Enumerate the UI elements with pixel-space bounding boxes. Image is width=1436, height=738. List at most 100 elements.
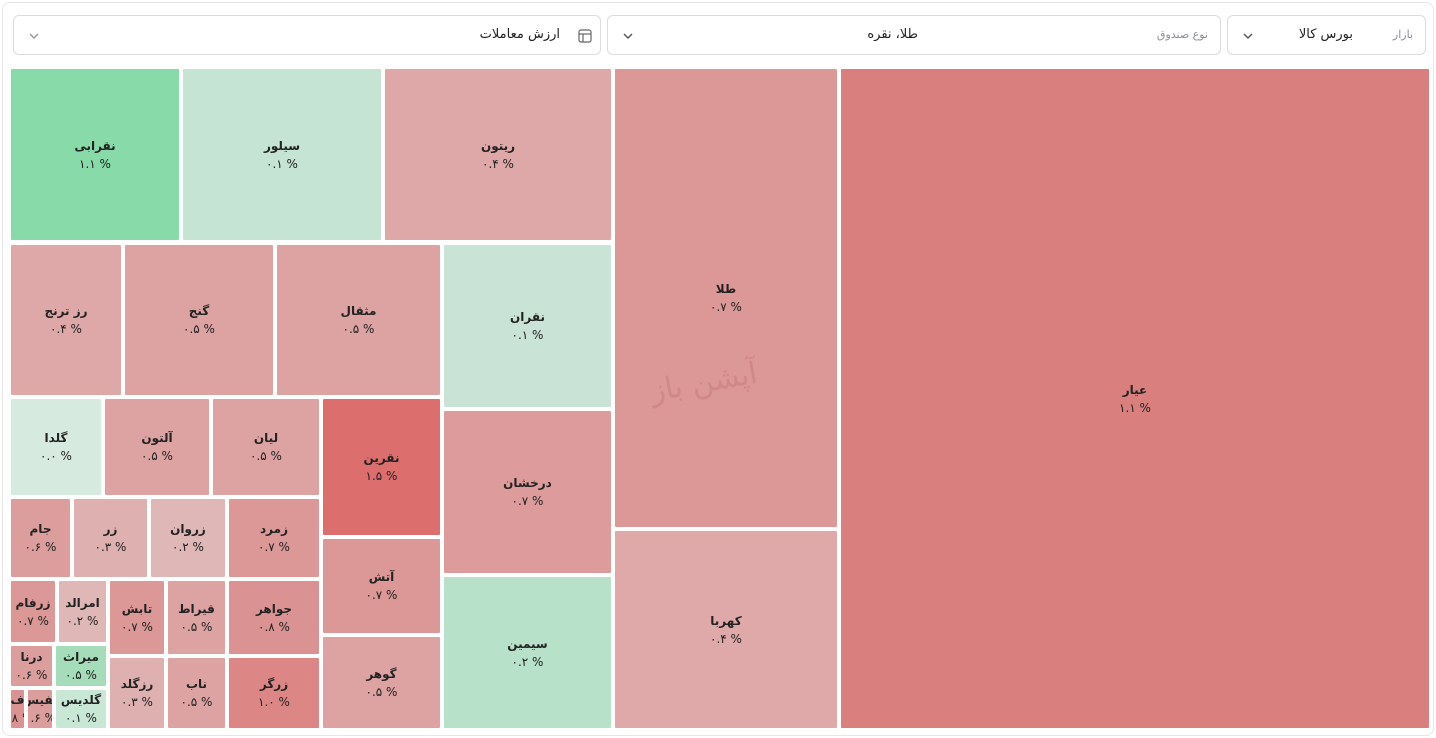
tile-name: ناب (185, 677, 208, 691)
tile[interactable]: ریتون ۰.۴ % (384, 68, 612, 241)
tile[interactable]: درخشان ۰.۷ % (443, 410, 612, 574)
tile-change: ۰.۵ % (141, 449, 173, 463)
tile-change: ۰.۵ % (65, 668, 97, 682)
tile-name: نقرین (363, 451, 400, 465)
tile[interactable]: امرالد ۰.۲ % (58, 580, 107, 643)
tile-change: ۰.۴ % (50, 322, 82, 336)
tile-change: ۱.۱ % (1119, 400, 1151, 415)
tile[interactable]: جام ۰.۶ % (10, 498, 71, 578)
tile-name: درنا (20, 650, 43, 664)
layout-icon (578, 29, 592, 43)
tile-change: ۰.۰ % (40, 449, 72, 463)
tile-name: امرالد (65, 595, 100, 610)
tile-change: ۰.۷ % (17, 613, 49, 628)
tile[interactable]: لیان ۰.۵ % (212, 398, 320, 496)
select-label: بازار (1392, 28, 1413, 41)
tile-change: ۱.۰ % (258, 695, 290, 709)
tile[interactable]: درنا ۰.۶ % (10, 645, 53, 687)
tile[interactable]: نفیس ۰.۶ % (27, 689, 53, 729)
tile[interactable]: جواهر ۰.۸ % (228, 580, 320, 655)
tile[interactable]: رز ترنج ۰.۴ % (10, 244, 122, 396)
tile[interactable]: نقرین ۱.۵ % (322, 398, 441, 536)
metric-select[interactable]: ارزش معاملات (13, 15, 601, 55)
chevron (1243, 33, 1253, 39)
tile-change: ۰.۶ % (15, 668, 48, 682)
tile-name: نقرابی (74, 138, 116, 153)
tile-name: ریتون (480, 138, 516, 153)
tile[interactable]: گوهر ۰.۵ % (322, 636, 441, 729)
tile-name: گنج (188, 304, 210, 318)
tile-change: ۰.۸ % (11, 711, 24, 725)
tile-change: ۰.۲ % (511, 654, 544, 669)
tile[interactable]: رزگلد ۰.۳ % (109, 657, 165, 729)
tile[interactable]: نقران ۰.۱ % (443, 244, 612, 408)
tile-name: عیار (1122, 382, 1148, 397)
tile-change: ۰.۴ % (710, 631, 742, 646)
tile[interactable]: سیمین ۰.۲ % (443, 576, 612, 729)
tile-name: درخشان (503, 476, 552, 490)
tile[interactable]: کهربا ۰.۴ % (614, 530, 838, 729)
tile-name: رز ترنج (44, 304, 88, 318)
tile-name: زروان (170, 522, 206, 536)
select-label: نوع صندوق (1156, 28, 1208, 41)
tile-change: ۱.۵ % (365, 469, 398, 483)
chevron (623, 33, 633, 39)
tile-change: ۰.۵ % (180, 619, 213, 634)
tile-name: آلتون (141, 431, 173, 445)
tile-name: زرگر (259, 677, 289, 691)
tile-change: ۰.۵ % (365, 684, 398, 699)
tile-name: سیمین (507, 636, 548, 651)
tile-change: ۰.۳ % (121, 695, 153, 709)
tile-change: ۰.۸ % (258, 619, 290, 634)
tile[interactable]: نقرابی ۱.۱ % (10, 68, 180, 241)
tile[interactable]: زرگر ۱.۰ % (228, 657, 320, 729)
tile[interactable]: گلدا ۰.۰ % (10, 398, 102, 496)
tile-name: آتش (368, 570, 395, 584)
tile[interactable]: مثقال ۰.۵ % (276, 244, 441, 396)
tile-change: ۰.۱ % (511, 328, 544, 342)
tile[interactable]: ناب ۰.۵ % (167, 657, 226, 729)
tile-change: ۰.۶ % (24, 540, 57, 554)
tile-name: قیراط (178, 601, 215, 616)
tile-name: کهربا (710, 613, 742, 628)
tile[interactable]: آتش ۰.۷ % (322, 538, 441, 634)
market-select[interactable]: بازار بورس کالا (1227, 15, 1426, 55)
tile-name: گوهر (366, 666, 397, 681)
tile-name: سیلور (263, 138, 301, 153)
tile-change: ۰.۵ % (183, 322, 215, 336)
tile-change: ۰.۷ % (258, 540, 290, 554)
fund-type-select[interactable]: نوع صندوق طلا، نقره (607, 15, 1221, 55)
tile-name: جواهر (255, 601, 293, 616)
tile[interactable]: عیار ۱.۱ % (840, 68, 1430, 729)
tile[interactable]: زروان ۰.۲ % (150, 498, 226, 578)
select-value: ارزش معاملات (479, 27, 560, 42)
tile-change: ۰.۵ % (250, 449, 282, 463)
tile-name: گلدا (44, 431, 68, 445)
tile[interactable]: گنج ۰.۵ % (124, 244, 274, 396)
tile[interactable]: میراث ۰.۵ % (55, 645, 107, 687)
tile[interactable]: زر ۰.۳ % (73, 498, 148, 578)
tile[interactable]: قیراط ۰.۵ % (167, 580, 226, 655)
tile[interactable]: آلتون ۰.۵ % (104, 398, 210, 496)
tile[interactable]: زمرد ۰.۷ % (228, 498, 320, 578)
tile-change: ۰.۷ % (710, 300, 742, 314)
tile-name: جام (29, 522, 52, 536)
tile-name: زر (103, 522, 118, 536)
select-value: بورس کالا (1298, 27, 1353, 42)
tile-change: ۰.۳ % (94, 540, 127, 554)
tile[interactable]: ف ۰.۸ % (10, 689, 25, 729)
tile[interactable]: زرفام ۰.۷ % (10, 580, 56, 643)
tile-change: ۱.۱ % (79, 156, 111, 171)
tile-name: مثقال (340, 304, 377, 318)
tile[interactable]: گلدیس ۰.۱ % (55, 689, 107, 729)
tile-change: ۰.۷ % (121, 619, 153, 634)
tile-change: ۰.۶ % (28, 711, 52, 725)
tile[interactable]: تابش ۰.۷ % (109, 580, 165, 655)
tile-change: ۰.۱ % (65, 711, 97, 725)
tile-name: زمرد (260, 522, 288, 536)
tile-change: ۰.۵ % (342, 322, 375, 336)
tile[interactable]: سیلور ۰.۱ % (182, 68, 382, 241)
tile[interactable]: طلا ۰.۷ % (614, 68, 838, 528)
tile-name: میراث (63, 650, 99, 664)
